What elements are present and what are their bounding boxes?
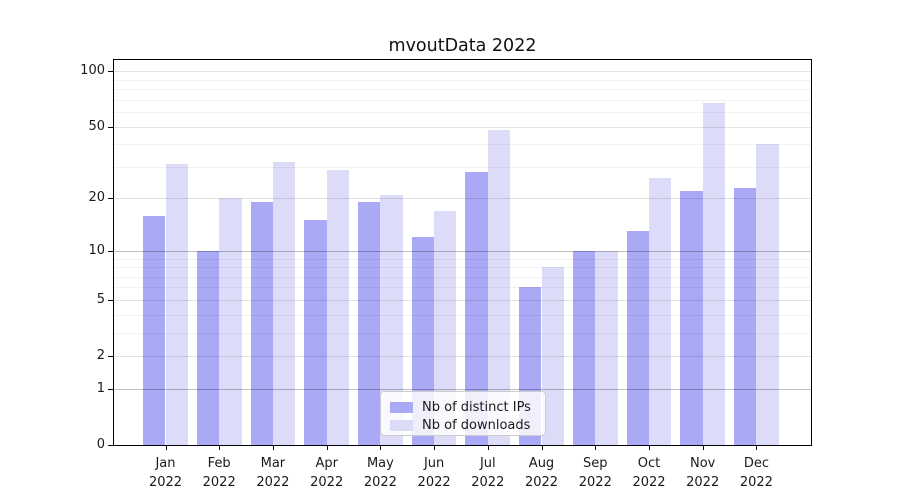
y-tick-mark-1 (108, 388, 113, 390)
x-tick-mark-dec-2022 (756, 446, 758, 450)
x-tick-label-may-2022: May 2022 (363, 456, 397, 490)
bar-nb-of-downloads-jun-2022 (434, 210, 457, 445)
bar-nb-of-distinct-ips-sep-2022 (572, 250, 596, 445)
bar-nb-of-downloads-aug-2022 (541, 267, 564, 445)
bar-nb-of-distinct-ips-dec-2022 (734, 187, 757, 445)
bar-nb-of-downloads-apr-2022 (326, 169, 350, 445)
minor-gridline-40 (114, 144, 811, 146)
bar-nb-of-distinct-ips-jan-2022 (143, 215, 166, 445)
y-tick-mark-20 (108, 198, 113, 200)
y-tick-label-2: 2 (96, 348, 105, 363)
bar-nb-of-downloads-feb-2022 (219, 198, 242, 445)
y-tick-label-50: 50 (88, 118, 105, 134)
x-tick-mark-feb-2022 (219, 446, 221, 450)
x-tick-mark-jun-2022 (434, 446, 436, 450)
minor-gridline-7 (114, 276, 811, 278)
y-tick-mark-2 (108, 356, 113, 357)
bar-nb-of-distinct-ips-feb-2022 (196, 250, 220, 445)
y-tick-mark-100 (108, 71, 113, 73)
bar-nb-of-downloads-mar-2022 (272, 161, 296, 445)
bars-layer (114, 60, 811, 445)
x-tick-label-dec-2022: Dec 2022 (739, 456, 773, 490)
gridline-1 (114, 388, 811, 390)
legend: Nb of distinct IPs Nb of downloads (380, 391, 546, 436)
minor-gridline-80 (114, 89, 811, 91)
bar-nb-of-downloads-may-2022 (380, 194, 403, 445)
x-tick-mark-jul-2022 (487, 446, 489, 450)
bar-nb-of-downloads-jul-2022 (487, 129, 511, 445)
x-tick-mark-may-2022 (380, 446, 382, 450)
gridline-50 (114, 126, 811, 128)
bar-nb-of-downloads-dec-2022 (756, 144, 779, 445)
minor-gridline-8 (114, 267, 811, 268)
gridline-5 (114, 299, 811, 301)
bar-nb-of-distinct-ips-apr-2022 (304, 220, 327, 445)
y-tick-label-20: 20 (88, 190, 105, 206)
x-tick-mark-jan-2022 (165, 446, 167, 450)
minor-gridline-4 (114, 314, 811, 316)
legend-item-nb-of-distinct-ips: Nb of distinct IPs (390, 400, 535, 415)
minor-gridline-3 (114, 332, 811, 334)
bar-nb-of-downloads-sep-2022 (595, 250, 618, 445)
bar-nb-of-distinct-ips-nov-2022 (680, 191, 703, 445)
x-tick-label-jul-2022: Jul 2022 (471, 456, 505, 490)
x-tick-label-sep-2022: Sep 2022 (578, 456, 612, 490)
bar-nb-of-downloads-nov-2022 (702, 103, 726, 445)
x-tick-label-aug-2022: Aug 2022 (524, 456, 559, 490)
minor-gridline-70 (114, 99, 811, 101)
gridlines-layer (114, 60, 811, 445)
legend-item-nb-of-downloads: Nb of downloads (390, 418, 535, 433)
y-tick-mark-5 (108, 299, 113, 301)
minor-gridline-60 (114, 112, 811, 113)
bar-nb-of-distinct-ips-may-2022 (358, 202, 381, 445)
minor-gridline-6 (114, 287, 811, 289)
gridline-10 (114, 250, 811, 252)
x-tick-label-jan-2022: Jan 2022 (148, 456, 183, 490)
plot-area: Nb of distinct IPs Nb of downloads (113, 59, 812, 446)
y-tick-label-0: 0 (96, 437, 105, 452)
x-tick-label-feb-2022: Feb 2022 (202, 456, 236, 490)
x-tick-label-mar-2022: Mar 2022 (256, 456, 290, 490)
bar-nb-of-distinct-ips-mar-2022 (250, 202, 273, 445)
y-tick-label-5: 5 (96, 291, 105, 307)
x-tick-mark-nov-2022 (702, 446, 704, 450)
y-tick-label-100: 100 (80, 63, 105, 79)
x-tick-mark-apr-2022 (326, 446, 328, 450)
minor-gridline-90 (114, 79, 811, 81)
gridline-20 (114, 198, 811, 200)
chart-title: mvoutData 2022 (388, 36, 537, 56)
y-tick-label-10: 10 (88, 242, 105, 258)
x-tick-label-nov-2022: Nov 2022 (686, 456, 720, 490)
gridline-100 (114, 71, 811, 73)
x-tick-mark-mar-2022 (272, 446, 274, 450)
x-tick-mark-sep-2022 (595, 446, 597, 450)
bar-nb-of-distinct-ips-jul-2022 (465, 172, 488, 445)
x-tick-label-jun-2022: Jun 2022 (417, 456, 451, 490)
bar-nb-of-downloads-jan-2022 (165, 164, 188, 445)
minor-gridline-9 (114, 258, 811, 260)
x-tick-label-oct-2022: Oct 2022 (632, 456, 666, 490)
x-tick-mark-aug-2022 (541, 446, 543, 450)
x-tick-mark-oct-2022 (649, 446, 650, 450)
x-tick-label-apr-2022: Apr 2022 (310, 456, 344, 490)
bar-nb-of-downloads-oct-2022 (649, 178, 672, 445)
legend-label-nb-of-distinct-ips: Nb of distinct IPs (422, 399, 531, 415)
y-tick-mark-10 (108, 250, 113, 252)
y-tick-mark-0 (108, 445, 113, 446)
y-tick-label-1: 1 (96, 380, 105, 396)
gridline-2 (114, 356, 811, 357)
legend-label-nb-of-downloads: Nb of downloads (422, 417, 531, 433)
y-tick-mark-50 (108, 126, 113, 128)
legend-swatch-nb-of-downloads (390, 419, 413, 431)
legend-swatch-nb-of-distinct-ips (390, 401, 413, 413)
minor-gridline-30 (114, 166, 811, 168)
bar-nb-of-distinct-ips-oct-2022 (626, 231, 649, 445)
